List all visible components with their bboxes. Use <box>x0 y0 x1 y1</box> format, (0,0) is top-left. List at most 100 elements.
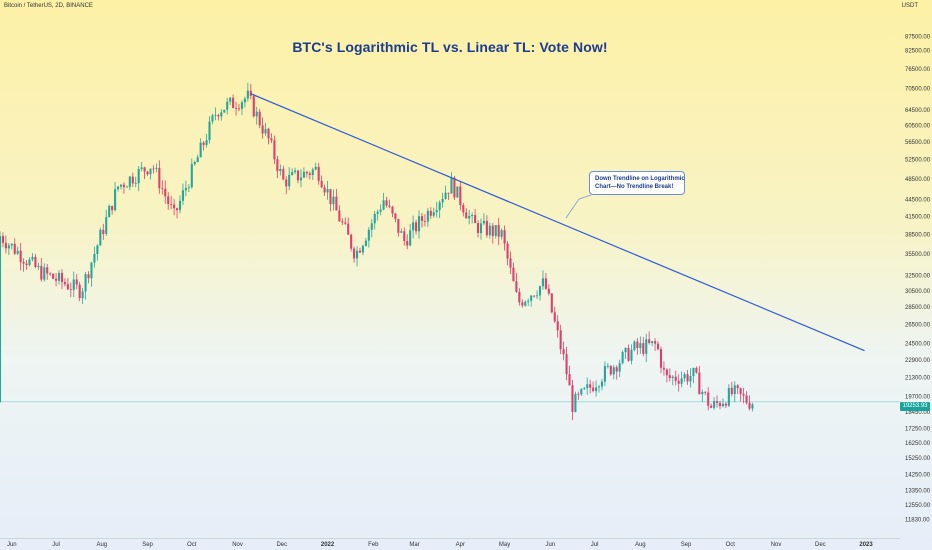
candle-body <box>627 347 630 361</box>
candle-body <box>692 367 695 377</box>
y-tick-label: 19700.00 <box>905 394 931 400</box>
candle-body <box>60 272 64 283</box>
y-tick-label: 12550.00 <box>905 503 931 509</box>
y-tick-label: 17250.00 <box>905 426 931 432</box>
candle-body <box>518 291 521 303</box>
candle-body <box>196 157 199 163</box>
candle-body <box>373 213 376 224</box>
candle-body <box>400 231 403 233</box>
x-tick-label: Nov <box>232 542 243 548</box>
candle-body <box>701 391 704 395</box>
candle-body <box>444 192 447 199</box>
x-tick-label: Apr <box>456 542 465 548</box>
candle-body <box>258 111 261 126</box>
x-tick-label: Nov <box>771 542 782 548</box>
candle-body <box>75 279 78 285</box>
candle-body <box>270 138 273 141</box>
candle-body <box>199 142 202 158</box>
candle-body <box>409 230 412 246</box>
candle-body <box>388 205 391 207</box>
candle-body <box>503 230 506 244</box>
candle-body <box>326 189 329 193</box>
candle-body <box>311 169 314 175</box>
candle-body <box>435 210 438 213</box>
candle-body <box>415 222 418 232</box>
candle-body <box>745 395 748 403</box>
candle-body <box>167 196 170 204</box>
candles-group <box>0 82 754 421</box>
candle-body <box>580 389 583 395</box>
candle-body <box>659 349 663 368</box>
candle-body <box>72 279 75 290</box>
candle-body <box>314 166 317 170</box>
candle-body <box>122 184 125 188</box>
candle-body <box>252 95 255 117</box>
candle-body <box>164 188 167 197</box>
candle-body <box>671 376 674 378</box>
candle-body <box>695 367 698 373</box>
candle-body <box>146 171 149 175</box>
candle-body <box>432 212 435 216</box>
candle-body <box>358 250 362 253</box>
x-tick-label: May <box>499 542 510 548</box>
trendline[interactable] <box>250 93 865 352</box>
candle-body <box>246 90 249 99</box>
candle-body <box>621 351 624 364</box>
y-tick-label: 56500.00 <box>905 140 931 146</box>
x-tick-label: Jun <box>545 542 555 548</box>
candle-body <box>102 229 105 235</box>
candle-body <box>509 258 512 268</box>
candle-body <box>205 140 208 145</box>
candle-body <box>751 404 754 409</box>
candle-body <box>40 265 43 280</box>
candle-body <box>453 177 456 198</box>
candle-body <box>305 171 308 174</box>
x-axis: Jun Jul Aug Sep Oct Nov Dec 2022 Feb Mar Apr May Jun… <box>7 542 873 548</box>
candle-body <box>382 200 385 210</box>
candle-body <box>606 365 609 367</box>
candle-body <box>506 243 509 259</box>
y-tick-label: 87500.00 <box>905 34 931 40</box>
candle-body <box>597 386 601 388</box>
candle-body <box>28 259 31 266</box>
candle-body <box>143 167 146 172</box>
candle-body <box>0 236 2 402</box>
candle-body <box>175 208 179 211</box>
y-tick-label: 76500.00 <box>905 67 931 73</box>
candle-body <box>370 223 373 230</box>
candle-body <box>116 186 120 190</box>
candle-body <box>134 183 137 185</box>
x-tick-label: Jun <box>7 542 17 548</box>
candle-body <box>426 210 429 222</box>
candle-body <box>633 341 636 350</box>
candle-body <box>220 112 223 117</box>
candle-body <box>178 200 182 211</box>
candle-body <box>320 180 323 188</box>
candle-body <box>184 188 187 191</box>
candle-body <box>208 121 211 141</box>
candle-body <box>515 281 518 292</box>
trendline-callout[interactable]: Down Trendline on Logarithmic Chart—No T… <box>589 171 685 195</box>
candle-body <box>476 223 480 234</box>
candle-body <box>108 205 111 218</box>
candle-body <box>173 204 176 209</box>
candle-body <box>66 284 69 290</box>
candle-body <box>630 349 633 361</box>
candle-body <box>211 115 214 122</box>
candle-body <box>730 387 733 395</box>
y-tick-label: 70500.00 <box>905 87 931 93</box>
candle-body <box>600 381 604 387</box>
candle-body <box>530 295 533 301</box>
candle-body <box>13 243 16 254</box>
x-axis-divider <box>0 538 900 539</box>
candle-body <box>586 384 589 389</box>
candle-body <box>479 223 483 234</box>
candle-body <box>353 248 356 259</box>
candle-body <box>417 216 421 232</box>
candle-body <box>355 250 359 259</box>
candle-body <box>612 367 615 375</box>
candle-body <box>379 209 382 212</box>
candle-body <box>4 242 7 249</box>
x-tick-label: Feb <box>368 542 379 548</box>
